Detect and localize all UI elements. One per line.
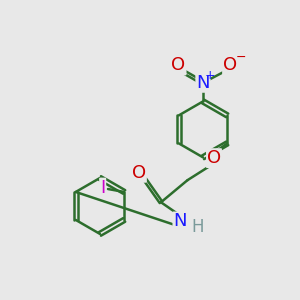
Text: N: N (196, 74, 210, 92)
Text: +: + (204, 69, 215, 82)
Text: O: O (172, 56, 186, 74)
Text: O: O (223, 56, 237, 74)
Text: −: − (236, 51, 246, 64)
Text: H: H (191, 218, 204, 236)
Text: I: I (100, 178, 105, 196)
Text: O: O (207, 149, 221, 167)
Text: O: O (132, 164, 146, 182)
Text: N: N (173, 212, 187, 230)
